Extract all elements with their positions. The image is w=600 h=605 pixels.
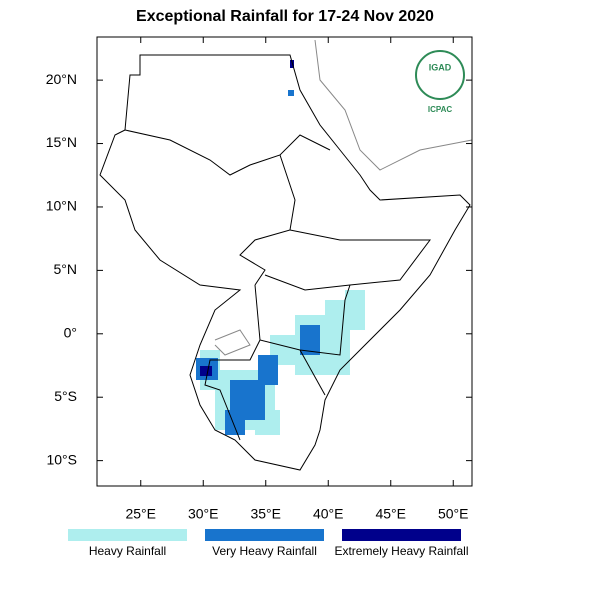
logo-ring (415, 50, 465, 100)
y-tick-label: 0° (64, 324, 77, 340)
borders (99, 54, 471, 471)
legend-label: Extremely Heavy Rainfall (334, 544, 468, 558)
x-tick-label: 30°E (188, 506, 219, 522)
y-tick-label: 10°N (46, 198, 77, 214)
logo-text: IGAD (429, 62, 452, 72)
x-tick-label: 35°E (250, 506, 281, 522)
y-tick-label: 15°N (46, 134, 77, 150)
legend-swatch (205, 529, 324, 541)
rainfall (196, 60, 365, 435)
legend-label: Very Heavy Rainfall (212, 544, 317, 558)
x-tick-label: 25°E (125, 506, 156, 522)
x-tick-label: 45°E (375, 506, 406, 522)
x-tick-label: 50°E (438, 506, 469, 522)
x-tick-label: 40°E (313, 506, 344, 522)
logo: IGAD ICPAC (415, 50, 465, 114)
title: Exceptional Rainfall for 17-24 Nov 2020 (136, 8, 434, 25)
legend-swatch (68, 529, 187, 541)
logo-caption: ICPAC (428, 105, 453, 114)
legend-label: Heavy Rainfall (89, 544, 166, 558)
y-tick-label: 5°N (54, 261, 78, 277)
coast-lines (214, 39, 473, 356)
y-tick-label: 5°S (54, 388, 77, 404)
y-tick-label: 20°N (46, 71, 77, 87)
legend-swatch (342, 529, 461, 541)
y-tick-label: 10°S (46, 451, 77, 467)
frame (96, 36, 473, 487)
